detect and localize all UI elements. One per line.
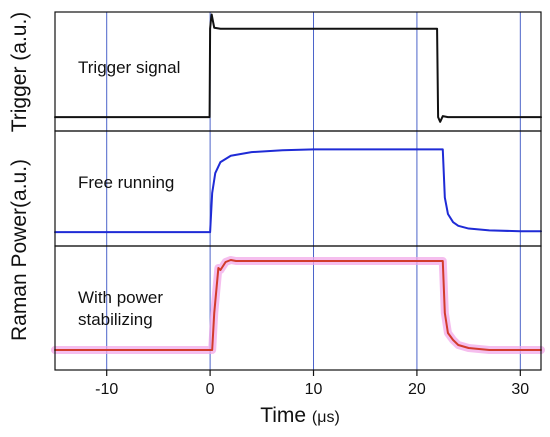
raman-y-axis-label: Raman Power(a.u.) <box>8 159 31 341</box>
panel-frame-3 <box>54 245 542 371</box>
x-tick-label-2: 0 <box>206 381 215 398</box>
panel-background-1 <box>55 12 541 131</box>
x-tick-label-1: -10 <box>95 381 118 398</box>
signal-traces <box>51 13 545 354</box>
x-tick-label-4: 20 <box>408 381 426 398</box>
trigger-y-axis-label: Trigger (a.u.) <box>8 12 31 133</box>
panel-3-label-line-2: stabilizing <box>78 310 153 329</box>
x-tick-label-5: 30 <box>511 381 529 398</box>
x-tick-label-3: 10 <box>305 381 323 398</box>
chart-labels: -10 0 10 20 30 Trigger signal Free running With… <box>8 12 529 427</box>
panel-2-label: Free running <box>78 173 174 192</box>
panel-1-trace-1 <box>54 13 542 123</box>
panel-2-trace-1 <box>54 148 542 234</box>
x-axis-label-main: Time <box>260 404 312 427</box>
x-axis-label: Time (μs) <box>260 404 340 427</box>
panel-3-label-line-1: With power <box>78 288 163 307</box>
x-axis-label-unit: (μs) <box>312 409 340 426</box>
panel-frames <box>54 11 542 376</box>
panel-1-label: Trigger signal <box>78 58 180 77</box>
panel-3-trace-1 <box>54 259 542 351</box>
